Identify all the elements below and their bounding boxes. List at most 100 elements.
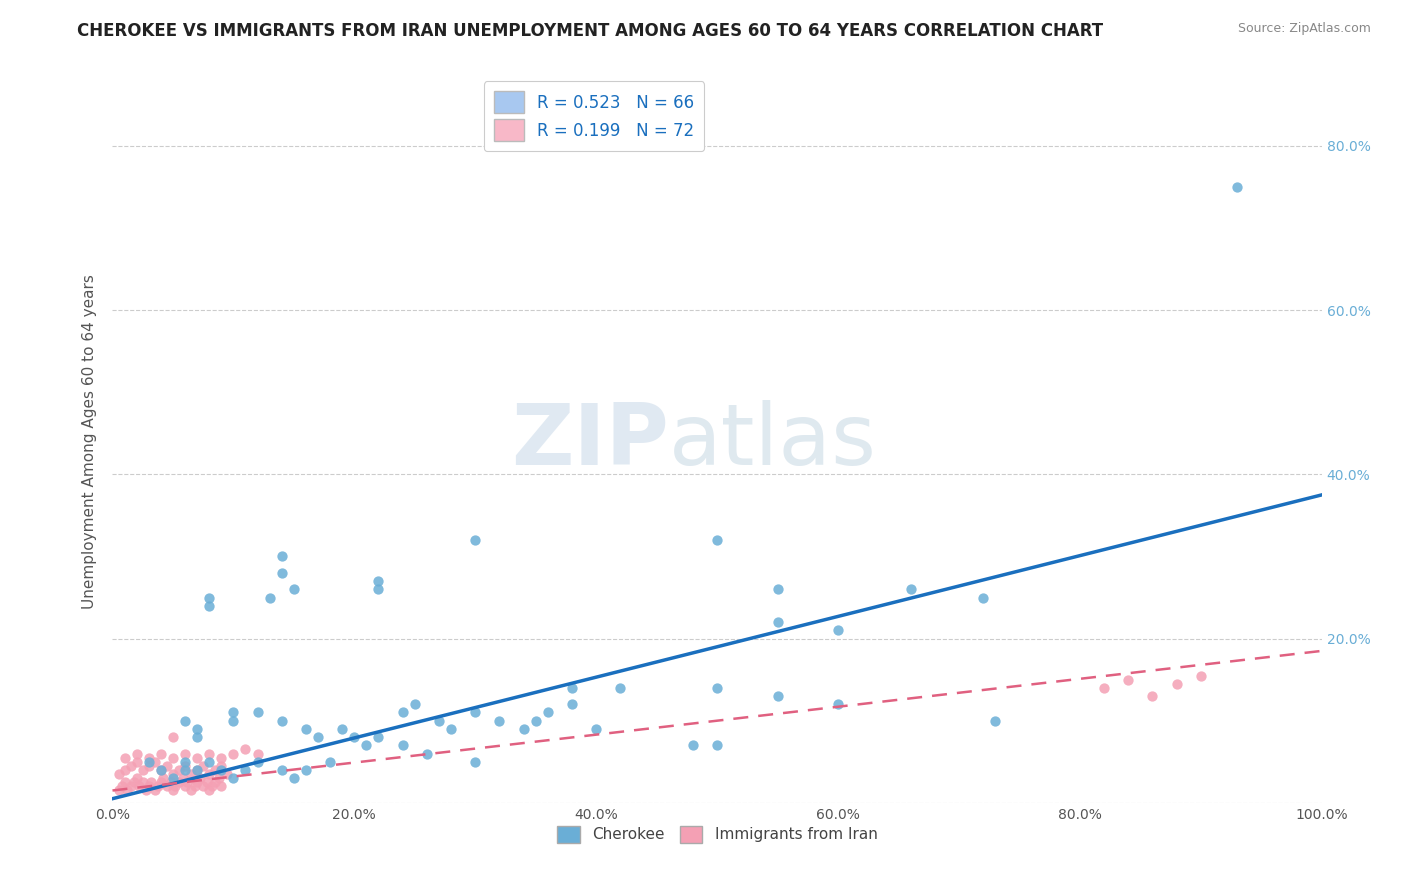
Point [191, 759, 214, 773]
Point [191, 780, 214, 794]
Point [209, 759, 232, 773]
Point [464, 533, 486, 547]
Point [198, 767, 221, 781]
Point [138, 759, 160, 773]
Point [114, 775, 136, 789]
Point [114, 763, 136, 777]
Point [176, 775, 198, 789]
Point [125, 771, 148, 785]
Point [222, 747, 245, 761]
Point [391, 706, 413, 720]
Point [162, 730, 184, 744]
Point [209, 780, 232, 794]
Point [186, 722, 208, 736]
Point [235, 742, 257, 756]
Point [391, 739, 413, 753]
Point [682, 739, 704, 753]
Point [138, 755, 160, 769]
Point [107, 783, 129, 797]
Text: ZIP: ZIP [510, 400, 669, 483]
Point [208, 771, 231, 785]
Point [440, 722, 463, 736]
Point [172, 771, 194, 785]
Point [143, 755, 166, 769]
Point [706, 681, 728, 695]
Point [561, 681, 583, 695]
Point [416, 747, 439, 761]
Point [319, 755, 342, 769]
Point [283, 582, 305, 597]
Point [283, 771, 305, 785]
Point [766, 582, 789, 597]
Point [209, 750, 232, 764]
Point [270, 566, 292, 580]
Point [143, 783, 166, 797]
Text: atlas: atlas [669, 400, 877, 483]
Point [1166, 677, 1188, 691]
Point [259, 591, 281, 605]
Point [198, 783, 221, 797]
Point [235, 763, 257, 777]
Point [120, 780, 142, 794]
Point [180, 783, 202, 797]
Point [174, 747, 197, 761]
Point [464, 706, 486, 720]
Point [307, 730, 329, 744]
Point [222, 771, 245, 785]
Point [195, 775, 218, 789]
Point [186, 763, 208, 777]
Point [270, 763, 292, 777]
Point [198, 755, 221, 769]
Point [162, 783, 184, 797]
Point [367, 730, 389, 744]
Point [174, 755, 197, 769]
Point [180, 767, 202, 781]
Point [149, 763, 172, 777]
Point [766, 689, 789, 703]
Point [222, 706, 245, 720]
Point [162, 750, 184, 764]
Point [162, 767, 184, 781]
Point [246, 747, 269, 761]
Point [107, 767, 129, 781]
Point [132, 763, 155, 777]
Point [135, 783, 157, 797]
Point [972, 591, 994, 605]
Point [148, 780, 170, 794]
Point [246, 706, 269, 720]
Point [198, 747, 221, 761]
Point [188, 771, 211, 785]
Point [209, 763, 232, 777]
Point [427, 714, 450, 728]
Point [167, 763, 190, 777]
Point [827, 698, 849, 712]
Point [367, 582, 389, 597]
Point [1189, 668, 1212, 682]
Point [217, 767, 239, 781]
Point [1142, 689, 1164, 703]
Point [128, 780, 150, 794]
Point [1226, 180, 1249, 194]
Point [186, 775, 208, 789]
Text: Source: ZipAtlas.com: Source: ZipAtlas.com [1237, 22, 1371, 36]
Point [111, 780, 134, 794]
Point [367, 574, 389, 588]
Point [152, 771, 174, 785]
Point [706, 533, 728, 547]
Point [609, 681, 631, 695]
Point [1116, 673, 1139, 687]
Point [186, 750, 208, 764]
Point [165, 780, 187, 794]
Point [404, 698, 426, 712]
Point [174, 763, 197, 777]
Point [330, 722, 353, 736]
Point [114, 750, 136, 764]
Legend: Cherokee, Immigrants from Iran: Cherokee, Immigrants from Iran [551, 820, 883, 849]
Point [585, 722, 607, 736]
Point [295, 722, 318, 736]
Point [141, 775, 163, 789]
Point [162, 771, 184, 785]
Point [125, 755, 148, 769]
Point [204, 775, 226, 789]
Point [149, 747, 172, 761]
